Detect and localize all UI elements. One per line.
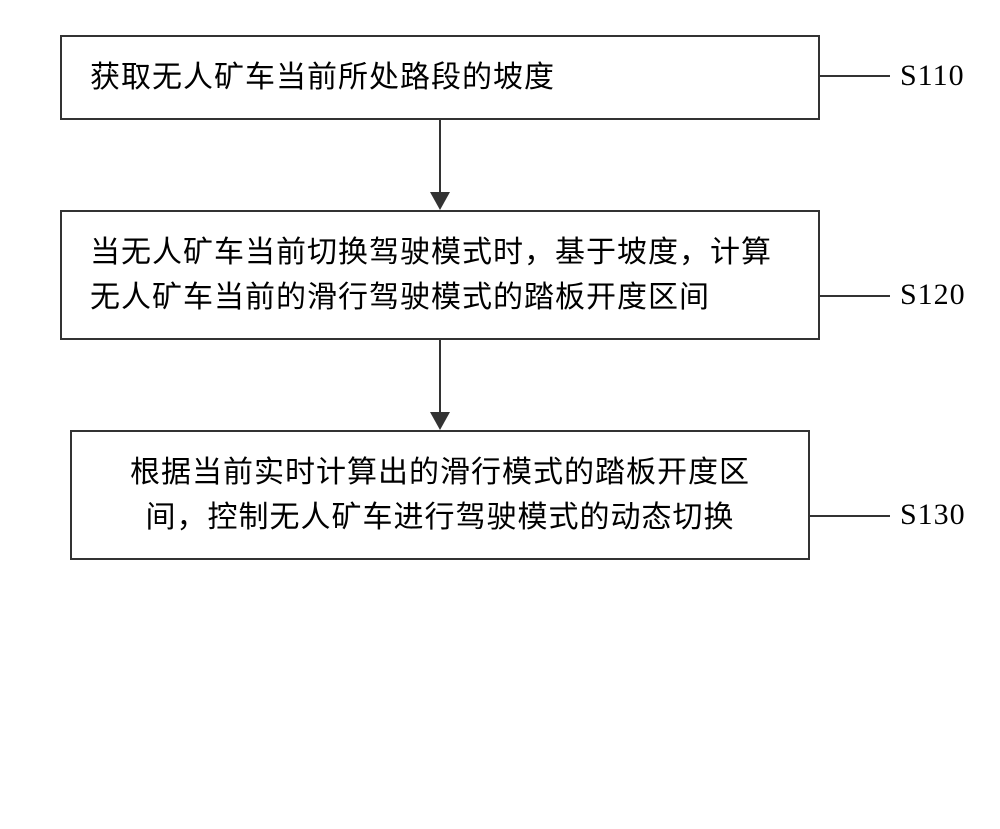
step-text-s120: 当无人矿车当前切换驾驶模式时，基于坡度，计算无人矿车当前的滑行驾驶模式的踏板开度… [90,230,790,320]
step-label-s130: S130 [900,498,966,532]
step-label-s110: S110 [900,59,965,93]
label-connector-s110 [820,75,890,77]
step-wrap-s120: 当无人矿车当前切换驾驶模式时，基于坡度，计算无人矿车当前的滑行驾驶模式的踏板开度… [60,210,940,340]
step-wrap-s110: 获取无人矿车当前所处路段的坡度 S110 [60,35,940,120]
arrow-head-icon [430,192,450,210]
arrow-line [439,120,441,192]
label-connector-s120 [820,295,890,297]
flow-step-s110: 获取无人矿车当前所处路段的坡度 [60,35,820,120]
step-wrap-s130: 根据当前实时计算出的滑行模式的踏板开度区间，控制无人矿车进行驾驶模式的动态切换 … [60,430,940,560]
step-text-s130: 根据当前实时计算出的滑行模式的踏板开度区间，控制无人矿车进行驾驶模式的动态切换 [100,450,780,540]
arrow-s120-s130 [60,340,820,430]
step-label-s120: S120 [900,278,966,312]
arrow-s110-s120 [60,120,820,210]
flow-step-s120: 当无人矿车当前切换驾驶模式时，基于坡度，计算无人矿车当前的滑行驾驶模式的踏板开度… [60,210,820,340]
step-text-s110: 获取无人矿车当前所处路段的坡度 [90,55,790,100]
flow-step-s130: 根据当前实时计算出的滑行模式的踏板开度区间，控制无人矿车进行驾驶模式的动态切换 [70,430,810,560]
flowchart-container: 获取无人矿车当前所处路段的坡度 S110 当无人矿车当前切换驾驶模式时，基于坡度… [60,35,940,560]
arrow-head-icon [430,412,450,430]
label-connector-s130 [810,515,890,517]
arrow-line [439,340,441,412]
